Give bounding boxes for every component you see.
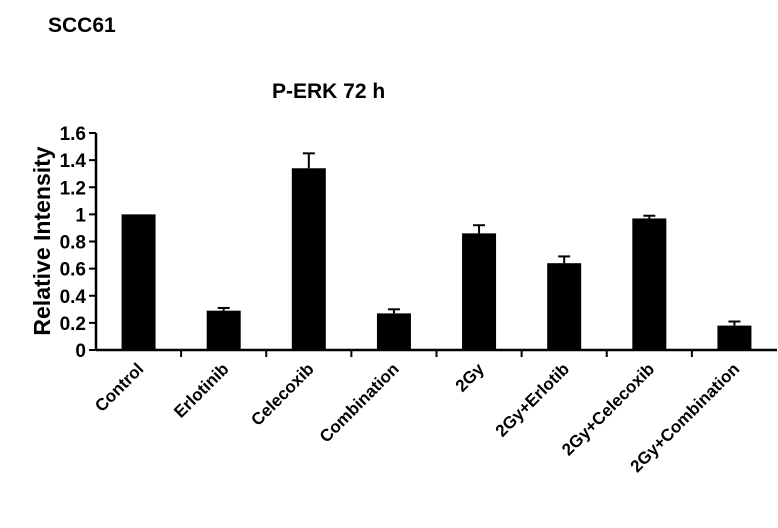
bar <box>462 233 497 350</box>
y-tick-label: 0.8 <box>60 233 86 254</box>
bars <box>121 168 752 350</box>
y-tick-label: 0.4 <box>60 287 87 308</box>
y-tick-label: 1 <box>75 205 86 226</box>
x-tick-label: Erlotinib <box>170 359 232 421</box>
figure-label: SCC61 <box>48 14 116 37</box>
bar <box>376 313 411 350</box>
y-tick-label: 1.4 <box>60 151 87 172</box>
y-axis-ticks: 0 0.2 0.4 0.6 0.8 1 1.2 1.4 1.6 <box>60 124 96 362</box>
x-tick-label: 2Gy+Erlotib <box>492 359 573 440</box>
y-axis-title: Relative Intensity <box>29 146 55 335</box>
x-tick-label: 2Gy+Celecoxib <box>558 359 658 459</box>
x-tick-label: Combination <box>316 359 403 446</box>
y-tick-label: 1.2 <box>60 178 86 199</box>
bar <box>291 168 326 350</box>
y-tick-label: 1.6 <box>60 124 86 145</box>
bar <box>121 214 156 350</box>
x-tick-label: Control <box>91 359 147 415</box>
chart-title: P-ERK 72 h <box>272 80 386 103</box>
y-tick-label: 0.6 <box>60 260 86 281</box>
y-tick-label: 0.2 <box>60 314 86 335</box>
bar <box>717 325 752 350</box>
bar <box>547 263 582 350</box>
x-tick-label: Celecoxib <box>247 359 317 429</box>
y-tick-label: 0 <box>75 341 86 362</box>
error-bars <box>217 152 741 326</box>
x-tick-label: 2Gy <box>452 359 489 396</box>
chart-axes <box>94 133 777 357</box>
bar <box>206 310 241 350</box>
bar <box>632 218 667 350</box>
